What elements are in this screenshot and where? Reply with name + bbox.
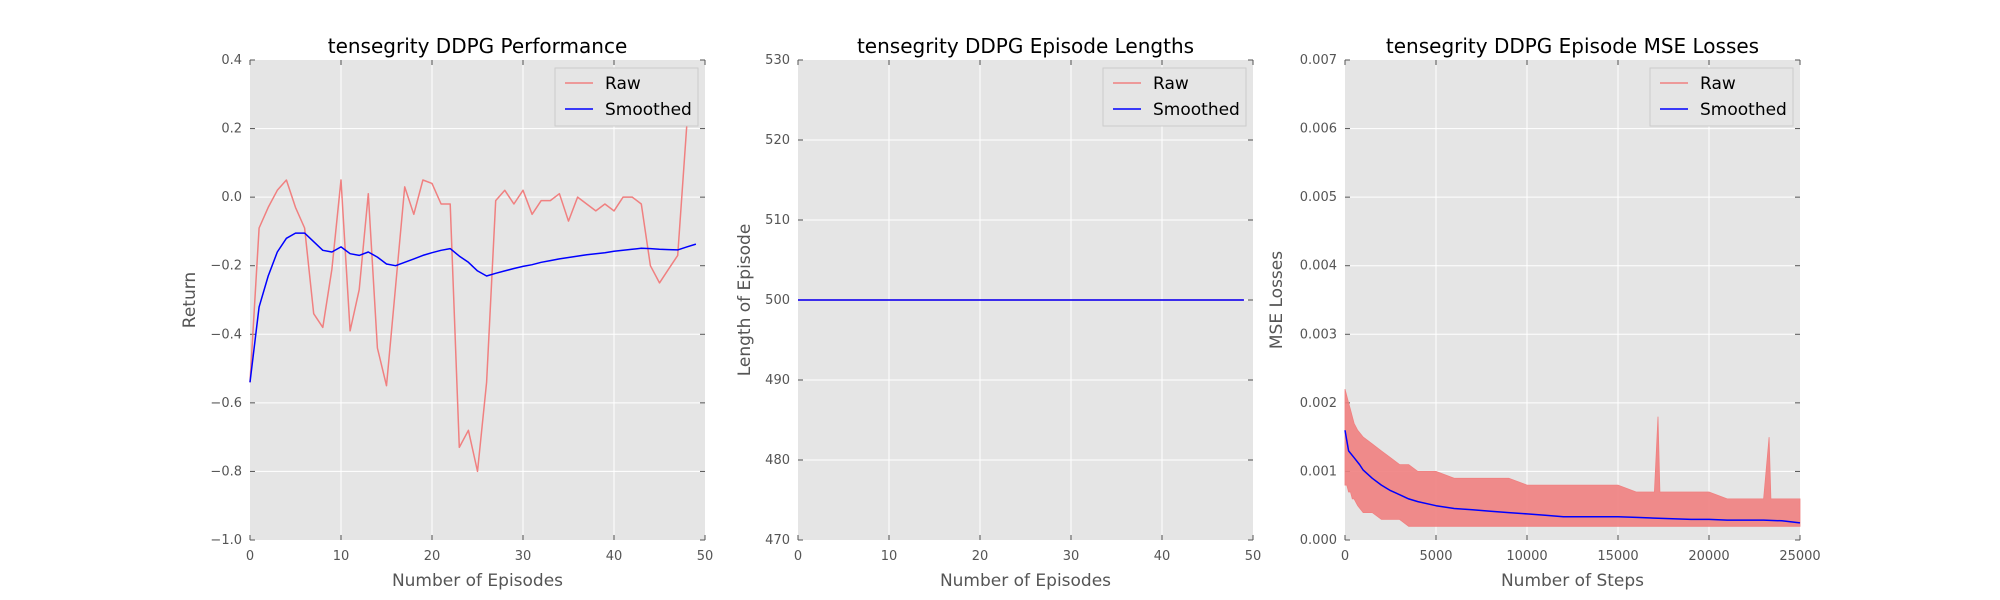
x-tick-label: 10 [333,549,350,564]
y-tick-label: 480 [765,453,790,468]
plot-area [250,60,705,540]
y-tick-label: 500 [765,293,790,308]
y-tick-label: 0.2 [221,122,242,137]
chart-title: tensegrity DDPG Episode MSE Losses [1386,34,1759,58]
ticks: 0 5000 10000 15000 20000 25000 0.000 0.001 0.002… [1300,53,1821,564]
x-tick-label: 0 [794,549,802,564]
y-tick-label: 490 [765,373,790,388]
chart-performance: 0 10 20 30 40 50 −1.0 −0.8 −0.6 −0.4 −0.2 0.0 0.2 0.4… [180,34,713,591]
x-tick-label: 0 [246,549,254,564]
x-axis-label: Number of Steps [1501,571,1644,591]
x-tick-label: 10000 [1506,549,1547,564]
y-tick-label: 0.005 [1300,190,1337,205]
plot-area [1345,60,1800,540]
legend: Raw Smoothed [554,67,699,127]
y-tick-label: 0.4 [221,53,242,68]
x-tick-label: 10 [881,549,898,564]
y-tick-label: 470 [765,533,790,548]
x-tick-label: 40 [606,549,623,564]
ticks: 0 10 20 30 40 50 −1.0 −0.8 −0.6 −0.4 −0.2 0.0 0.2 0.4 [210,53,713,564]
chart-title: tensegrity DDPG Performance [328,34,628,58]
y-tick-label: 530 [765,53,790,68]
legend-label-raw: Raw [605,74,641,94]
grid-lines [250,60,705,540]
x-tick-label: 5000 [1419,549,1452,564]
x-tick-label: 20000 [1688,549,1729,564]
x-tick-label: 20 [424,549,441,564]
x-tick-label: 15000 [1597,549,1638,564]
y-tick-label: −0.8 [210,464,242,479]
x-tick-label: 30 [515,549,532,564]
legend-frame [554,67,699,127]
y-axis-label: Return [180,272,200,328]
legend-label-smoothed: Smoothed [1700,100,1787,120]
legend-frame [1649,67,1794,127]
x-tick-label: 0 [1341,549,1349,564]
y-tick-label: 0.001 [1300,464,1337,479]
y-tick-label: −0.4 [210,327,242,342]
x-tick-label: 20 [972,549,989,564]
series-raw-band [1344,388,1801,527]
chart-mse-losses: 0 5000 10000 15000 20000 25000 0.000 0.001 0.002… [1267,34,1821,591]
series-layer [249,125,697,473]
y-tick-label: −0.2 [210,259,242,274]
y-tick-label: −1.0 [210,533,242,548]
legend: Raw Smoothed [1649,67,1794,127]
legend-label-raw: Raw [1153,74,1189,94]
y-tick-label: 0.006 [1300,122,1337,137]
grid-lines [1345,60,1800,540]
y-axis-label: MSE Losses [1267,251,1287,349]
y-tick-label: 520 [765,133,790,148]
y-tick-label: 0.007 [1300,53,1337,68]
y-tick-label: 510 [765,213,790,228]
legend-label-raw: Raw [1700,74,1736,94]
y-axis-label: Length of Episode [735,224,755,377]
chart-episode-lengths: 0 10 20 30 40 50 470 480 490 500 510 520 530 tensegr… [735,34,1261,591]
y-tick-label: 0.000 [1300,533,1337,548]
x-axis-label: Number of Episodes [940,571,1111,591]
series-layer [1344,388,1801,527]
y-tick-label: 0.002 [1300,396,1337,411]
x-tick-label: 40 [1154,549,1171,564]
legend-frame [1102,67,1247,127]
legend: Raw Smoothed [1102,67,1247,127]
x-axis-label: Number of Episodes [392,571,563,591]
ticks: 0 10 20 30 40 50 470 480 490 500 510 520 530 [765,53,1261,564]
x-tick-label: 50 [1245,549,1262,564]
y-tick-label: 0.004 [1300,259,1337,274]
legend-label-smoothed: Smoothed [605,100,692,120]
y-tick-label: 0.003 [1300,327,1337,342]
x-tick-label: 30 [1063,549,1080,564]
y-tick-label: −0.6 [210,396,242,411]
chart-title: tensegrity DDPG Episode Lengths [857,34,1194,58]
legend-label-smoothed: Smoothed [1153,100,1240,120]
series-smoothed-line [1344,430,1801,524]
series-smoothed-line [249,232,697,383]
x-tick-label: 50 [697,549,714,564]
x-tick-label: 25000 [1779,549,1820,564]
y-tick-label: 0.0 [221,190,242,205]
series-raw-line [249,125,688,473]
